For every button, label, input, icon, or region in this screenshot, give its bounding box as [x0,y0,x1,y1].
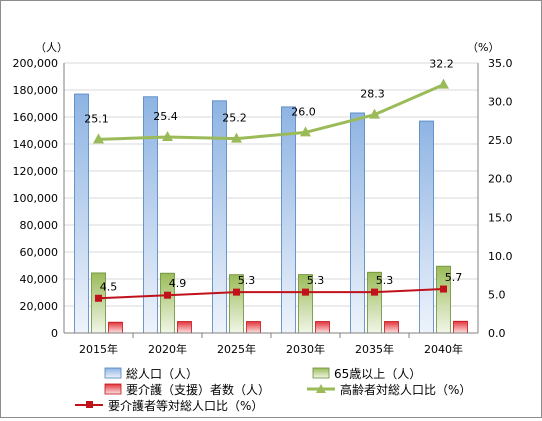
data-label-care-ratio: 4.5 [100,280,118,293]
marker-care-ratio [302,288,309,296]
marker-elderly-ratio [369,108,380,119]
legend-label-65-plus: 65歳以上（人） [334,367,421,381]
bar-total-population [350,112,365,334]
axes [63,63,479,338]
data-label-care-ratio: 5.3 [376,274,394,287]
right-tick-label: 20.0 [488,173,513,186]
data-label-care-ratio: 5.3 [238,274,256,287]
data-label-care-ratio: 5.7 [445,271,463,284]
x-tick-label: 2025年 [217,342,256,356]
data-label-elderly-ratio: 25.1 [84,112,109,125]
line-series: 25.1 25.4 25.2 26.0 28.3 32.2 4.5 4.9 5.3 5.3 5.3 5… [84,58,462,302]
marker-care-ratio [440,285,447,293]
line-elderly-ratio [98,83,445,141]
left-tick-label: 140,000 [13,138,59,151]
right-tick-label: 30.0 [488,96,513,109]
legend-swatch-65-plus [312,367,330,379]
x-tick-label: 2015年 [79,342,118,356]
bar-care-count [108,321,123,334]
right-tick-label: 15.0 [488,211,513,224]
legend-swatch-total-population [104,367,122,379]
right-tick-label: 10.0 [488,250,513,263]
legend-label-care-count: 要介護（支援）者数（人） [126,382,270,397]
data-label-elderly-ratio: 26.0 [291,105,316,118]
line-care-ratio [98,288,444,300]
left-tick-label: 120,000 [13,165,59,178]
bar-total-population [74,93,89,334]
marker-elderly-ratio [438,78,449,89]
marker-care-ratio [233,288,240,296]
data-label-care-ratio: 5.3 [307,274,325,287]
marker-elderly-ratio [300,126,311,137]
bar-care-count [246,321,261,334]
data-label-care-ratio: 4.9 [169,277,187,290]
bar-care-count [384,321,399,334]
x-tick-label: 2040年 [424,342,463,356]
bar-total-population [281,106,296,334]
right-tick-label: 5.0 [488,288,506,301]
bar-care-count [315,321,330,334]
left-tick-label: 160,000 [13,111,59,124]
x-axis-labels: 2015年 2020年 2025年 2030年 2035年 2040年 [79,342,463,356]
bar-care-count [177,321,192,334]
left-tick-label: 60,000 [20,246,59,259]
legend-label-elderly-ratio: 高齢者対総人口比（%） [340,382,471,397]
data-label-elderly-ratio: 32.2 [429,58,454,71]
legend-marker-care-ratio [86,401,93,408]
marker-elderly-ratio [162,131,173,142]
x-tick-label: 2030年 [286,342,325,356]
right-tick-label: 0.0 [488,327,506,340]
right-tick-label: 25.0 [488,134,513,147]
left-tick-label: 20,000 [20,300,59,313]
x-tick-label: 2035年 [355,342,394,356]
legend-swatch-care-count [104,383,122,395]
left-tick-label: 200,000 [13,57,59,70]
marker-care-ratio [371,288,378,296]
left-tick-label: 180,000 [13,84,59,97]
legend-label-care-ratio: 要介護者等対総人口比（%） [108,398,263,413]
data-label-elderly-ratio: 28.3 [360,88,385,101]
marker-elderly-ratio [93,133,104,144]
left-axis-ticks: 0 20,000 40,000 60,000 80,000 100,000 120,000 1… [13,57,59,340]
data-label-elderly-ratio: 25.2 [222,112,247,125]
right-axis-ticks: 0.0 5.0 10.0 15.0 20.0 25.0 30.0 35.0 [488,57,513,340]
data-label-elderly-ratio: 25.4 [153,110,178,123]
marker-care-ratio [164,291,171,299]
marker-elderly-ratio [231,132,242,143]
x-tick-label: 2020年 [148,342,187,356]
legend: 総人口（人） 65歳以上（人） 要介護（支援）者数（人） 高齢者対総人口比（%）… [75,367,471,413]
bar-total-population [143,96,158,334]
bar-total-population [212,100,227,334]
bar-total-population [419,120,434,334]
left-tick-label: 100,000 [13,192,59,205]
right-tick-label: 35.0 [488,57,513,70]
right-axis-unit: （%） [467,41,499,54]
legend-label-total-population: 総人口（人） [126,367,198,381]
left-tick-label: 80,000 [20,219,59,232]
gridlines [64,62,478,334]
left-tick-label: 40,000 [20,273,59,286]
left-axis-unit: （人） [35,41,68,54]
legend-marker-elderly-ratio [316,384,326,393]
bar-care-count [453,320,468,334]
marker-care-ratio [95,294,102,302]
left-tick-label: 0 [51,327,58,340]
